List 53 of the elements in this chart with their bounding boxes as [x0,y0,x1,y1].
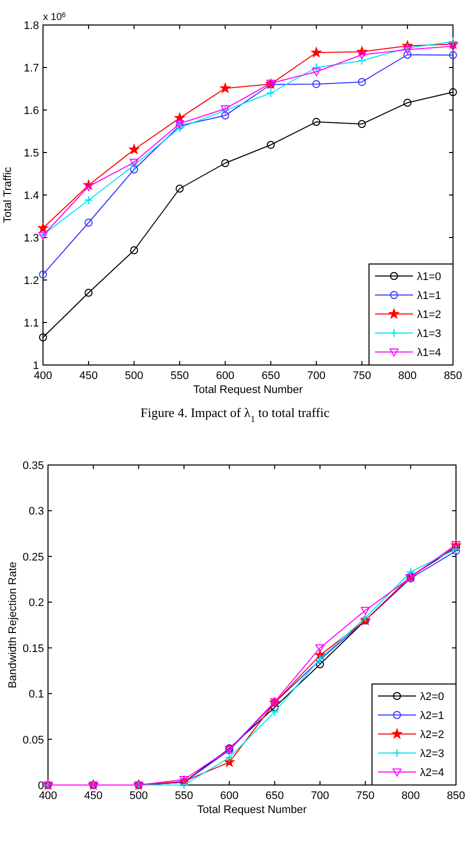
y-tick-label: 1.1 [24,318,39,330]
x-tick-label: 400 [34,370,52,382]
x-tick-label: 750 [356,790,375,802]
y-tick-label: 0.15 [22,642,44,655]
x-tick-label: 850 [444,370,462,382]
y-tick-label: 0.2 [28,597,44,610]
y-tick-label: 1.4 [24,190,39,202]
x-tick-label: 700 [307,370,326,382]
x-tick-label: 450 [84,790,103,802]
y-tick-label: 1 [32,360,39,372]
x-axis-title: Total Request Number [197,804,308,816]
x-tick-label: 800 [398,370,417,382]
x-tick-label: 500 [124,370,144,382]
legend-label: λ1=0 [417,271,442,283]
y-tick-label: 0.05 [22,734,44,746]
y-tick-label: 1.6 [24,105,39,117]
legend-label: λ1=1 [417,290,442,302]
legend-label: λ2=2 [420,729,444,741]
x-tick-label: 600 [220,790,239,802]
y-tick-label: 0.3 [28,506,44,518]
y-tick-label: 1.8 [24,20,39,32]
x-axis-title: Total Request Number [193,384,304,396]
y-axis-title: Bandwidth Rejection Rate [7,562,19,688]
x-tick-label: 450 [79,370,98,382]
y-tick-label: 1.2 [24,275,39,287]
x-tick-label: 650 [265,790,284,802]
x-tick-label: 700 [310,790,330,802]
x-tick-label: 650 [262,370,280,382]
y-tick-label: 0.35 [22,460,44,472]
legend-label: λ1=3 [417,328,442,340]
legend-label: λ2=3 [420,748,444,760]
y-tick-label: 1.3 [24,232,39,244]
legend-label: λ2=4 [420,767,444,779]
legend-label: λ1=4 [417,347,442,359]
text: x 10$^{6}$ [43,12,66,23]
y-tick-label: 1.5 [24,148,39,160]
legend-label: λ2=0 [420,691,444,703]
x-tick-label: 600 [216,370,234,382]
x-tick-label: 750 [352,370,372,382]
x-tick-label: 800 [401,790,420,802]
y-tick-label: 0.1 [28,688,44,701]
legend-label: λ1=2 [417,309,442,321]
y-axis-title: Total Traffic [2,166,14,224]
y-tick-label: 0 [38,780,44,792]
y-tick-label: 0.25 [22,551,44,564]
x-tick-label: 550 [174,790,194,802]
legend-label: λ2=1 [420,710,444,722]
y-tick-label: 1.7 [24,62,39,74]
x-tick-label: 850 [446,790,466,802]
caption: Figure 4. Impact of λ$_{1}$ to total traffic [140,405,330,424]
x-tick-label: 550 [170,370,189,382]
x-tick-label: 400 [38,790,58,802]
x-tick-label: 500 [129,790,148,802]
